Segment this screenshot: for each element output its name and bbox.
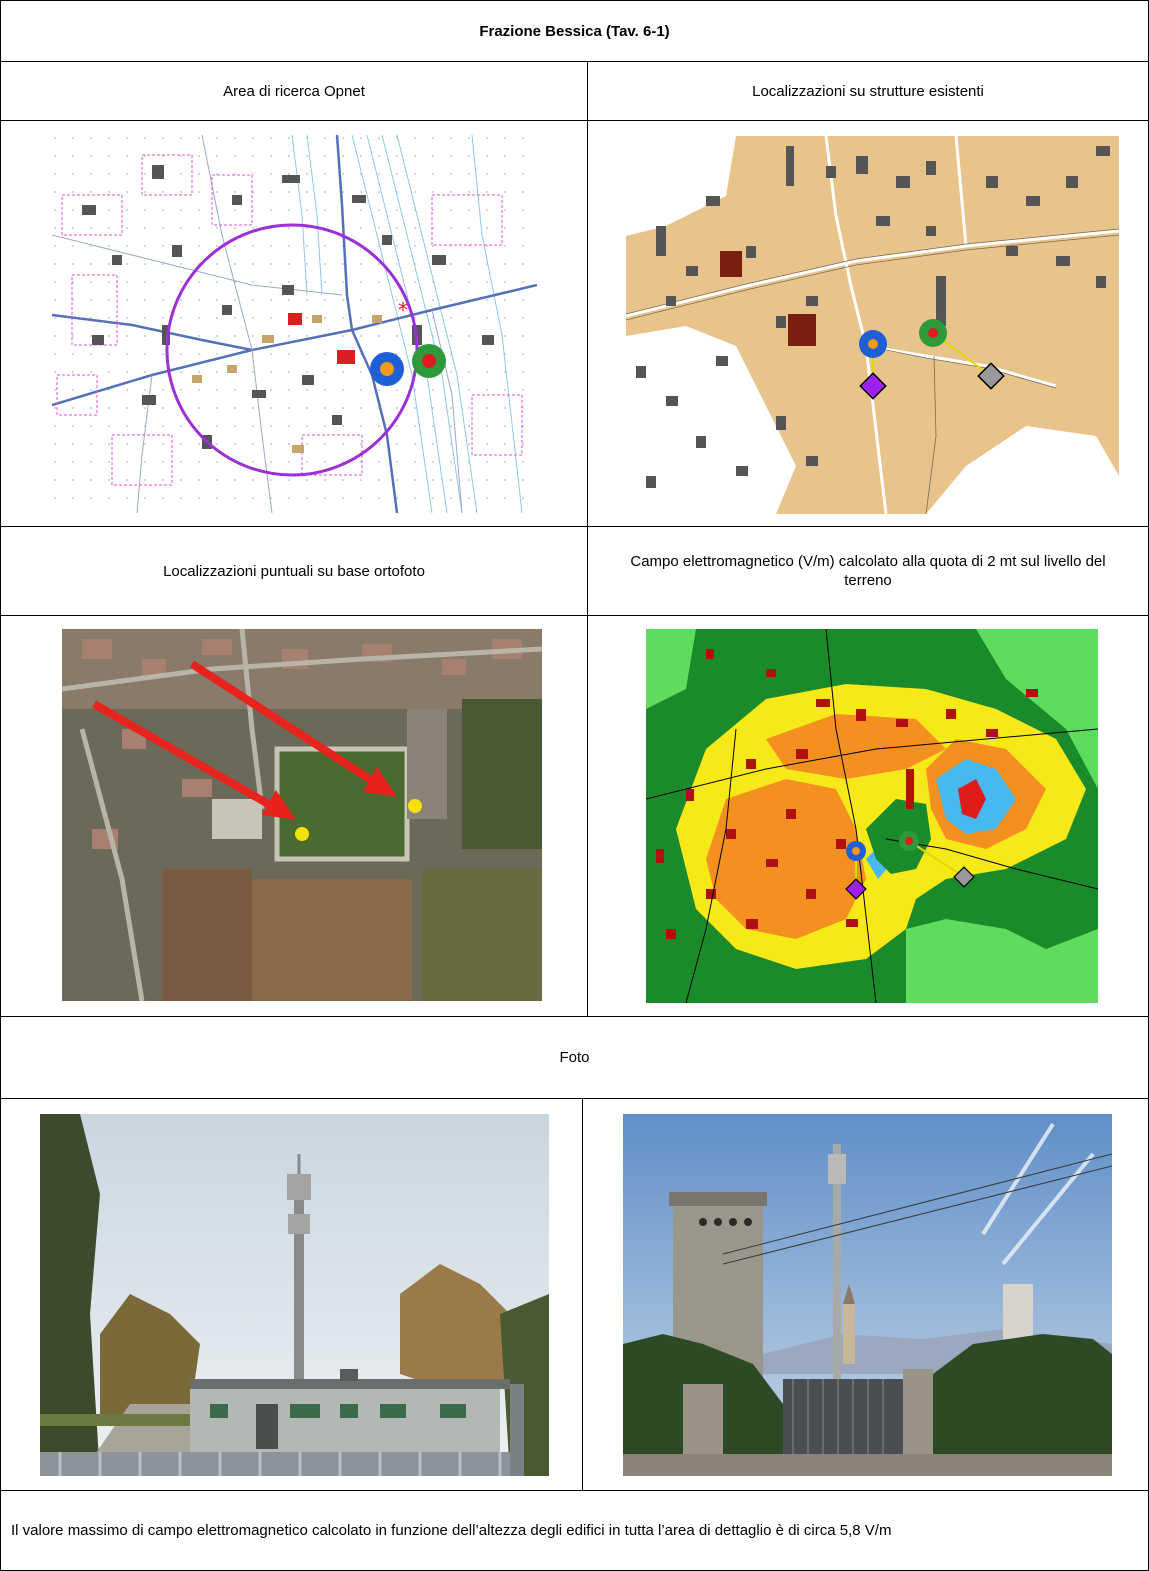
- map-cell-orthophoto: [0, 615, 588, 1017]
- panel-header-orthophoto: Localizzazioni puntuali su base ortofoto: [0, 526, 588, 616]
- photo-tower-building: [40, 1114, 549, 1476]
- panel-header-opnet-area: Area di ricerca Opnet: [0, 61, 588, 121]
- equipment-building: [190, 1389, 500, 1459]
- site-point-yellow: [295, 827, 309, 841]
- site-point-yellow: [408, 799, 422, 813]
- photos-header: Foto: [0, 1016, 1149, 1099]
- em-field-map: [646, 629, 1098, 1003]
- svg-text:*: *: [398, 298, 408, 322]
- photo-cell-right: [582, 1098, 1149, 1491]
- diamond-marker-purple: [859, 372, 887, 400]
- map-cell-opnet: *: [0, 120, 588, 527]
- existing-structures-map: [626, 136, 1119, 514]
- diamond-marker-gray: [977, 362, 1005, 390]
- map-cell-existing: [587, 120, 1149, 527]
- arrow-head: [262, 790, 296, 820]
- photo-tower-water-tower: [623, 1114, 1112, 1476]
- arrow-head: [363, 767, 397, 797]
- telecom-tower: [833, 1144, 841, 1384]
- panel-header-existing-structures: Localizzazioni su strutture esistenti: [587, 61, 1149, 121]
- telecom-tower: [294, 1174, 304, 1384]
- photo-cell-left: [0, 1098, 583, 1491]
- diamond-marker-purple: [845, 878, 867, 900]
- map-cell-em-field: [587, 615, 1149, 1017]
- document-title: Frazione Bessica (Tav. 6-1): [0, 0, 1149, 62]
- conclusion-text: Il valore massimo di campo elettromagnet…: [0, 1490, 1149, 1571]
- panel-header-em-field: Campo elettromagnetico (V/m) calcolato a…: [587, 526, 1149, 616]
- orthophoto-image: [62, 629, 542, 1001]
- diamond-marker-gray: [953, 866, 975, 888]
- opnet-search-map: *: [52, 135, 537, 513]
